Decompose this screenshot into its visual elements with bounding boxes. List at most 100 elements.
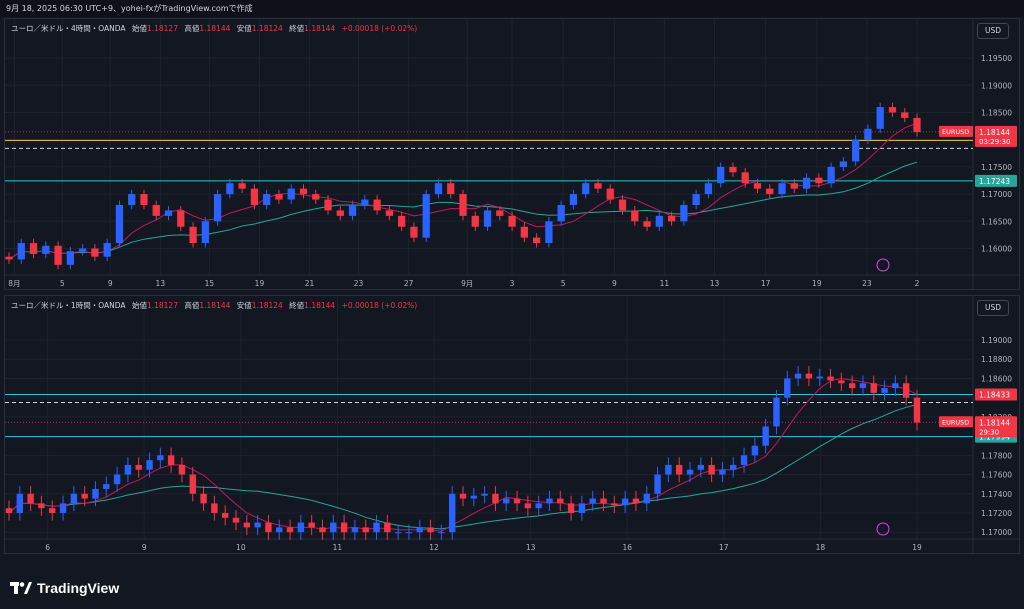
candle-body	[336, 210, 344, 216]
candle-body	[839, 161, 848, 167]
candle-body	[177, 210, 185, 227]
candle-body	[29, 243, 38, 254]
time-tick-label: 27	[404, 279, 414, 288]
candle-body	[913, 397, 921, 423]
candle-body	[5, 508, 13, 513]
time-tick-label: 11	[660, 279, 670, 288]
time-tick-label: 13	[710, 279, 720, 288]
open-value: 1.18127	[146, 301, 178, 310]
candle-body	[913, 117, 921, 133]
candle-body	[59, 503, 67, 513]
candle-body	[545, 221, 553, 244]
candle-body	[816, 376, 823, 379]
ohlc-legend: ユーロ／米ドル・4時間・OANDA 始値1.18127 高値1.18144 安値…	[11, 24, 418, 33]
candle-body	[103, 243, 111, 257]
candle-body	[594, 183, 602, 189]
price-tick-label: 1.17200	[981, 509, 1012, 518]
candle-body	[124, 464, 132, 475]
candle-body	[243, 522, 251, 528]
candle-body	[675, 464, 683, 475]
price-tick-label: 1.18500	[981, 108, 1012, 117]
candle-body	[778, 183, 786, 195]
candle-body	[692, 194, 700, 205]
bar-countdown-label: 03:29:30	[979, 138, 1010, 146]
candle-body	[729, 166, 737, 173]
high-value: 1.18144	[199, 301, 231, 310]
time-tick-label: 15	[205, 279, 215, 288]
candle-body	[503, 498, 510, 504]
candle-body	[888, 107, 897, 113]
time-tick-label: 10	[236, 543, 246, 552]
candle-body	[398, 215, 406, 227]
candle-body	[448, 493, 456, 533]
price-tick-label: 1.16500	[981, 217, 1012, 226]
candle-body	[751, 445, 759, 456]
chart-pane-4h[interactable]: ユーロ／米ドル・4時間・OANDA 始値1.18127 高値1.18144 安値…	[4, 18, 1020, 290]
candle-body	[654, 474, 661, 494]
candle-body	[557, 204, 565, 222]
time-tick-label: 16	[622, 543, 632, 552]
symbol-badge-label: EURUSD	[942, 128, 969, 136]
candle-body	[686, 469, 694, 475]
time-tick-label: 2	[915, 279, 920, 288]
candle-body	[91, 248, 99, 257]
candle-body	[520, 226, 528, 238]
candle-body	[287, 188, 295, 200]
candle-body	[416, 527, 423, 533]
time-tick-label: 21	[305, 279, 315, 288]
candle-body	[42, 245, 50, 254]
candle-body	[319, 527, 326, 533]
candle-body	[232, 517, 240, 523]
price-chart-4h[interactable]: 1.195001.190001.185001.180001.175001.170…	[5, 19, 1020, 290]
candle-body	[870, 383, 877, 393]
candle-body	[827, 376, 834, 381]
current-price-badge	[975, 416, 1017, 438]
level-price-badge	[975, 174, 1017, 187]
candle-body	[697, 464, 705, 470]
currency-button[interactable]: USD	[977, 23, 1009, 39]
candle-body	[730, 464, 737, 470]
candle-body	[27, 493, 34, 504]
tradingview-logo[interactable]: TradingView	[10, 580, 119, 596]
current-price-badge	[975, 125, 1017, 147]
chart-header-caption: 9月 18, 2025 06:30 UTC+9、yohei-fxがTrading…	[0, 0, 1024, 17]
candle-body	[265, 522, 272, 533]
price-tick-label: 1.17800	[981, 451, 1012, 460]
candle-body	[410, 226, 418, 238]
candle-body	[827, 166, 835, 184]
candle-body	[422, 194, 430, 238]
price-chart-1h[interactable]: 1.190001.188001.186001.184001.182001.180…	[5, 296, 1020, 554]
candle-body	[496, 210, 504, 216]
ohlc-legend: ユーロ／米ドル・1時間・OANDA 始値1.18127 高値1.18144 安値…	[11, 301, 418, 310]
candle-body	[394, 532, 402, 534]
change-value: +0.00018 (+0.02%)	[341, 24, 418, 33]
price-tick-label: 1.17400	[981, 490, 1012, 499]
candle-body	[254, 522, 261, 528]
time-tick-label: 3	[510, 279, 515, 288]
time-tick-label: 9	[612, 279, 617, 288]
candle-body	[113, 474, 121, 485]
candle-body	[838, 380, 845, 384]
candle-body	[70, 493, 78, 504]
candle-body	[582, 183, 590, 195]
candle-body	[621, 498, 629, 506]
candle-body	[852, 139, 860, 162]
brand-name: TradingView	[37, 580, 120, 596]
candle-body	[471, 215, 479, 227]
price-tick-label: 1.19500	[981, 54, 1012, 63]
candle-body	[859, 383, 867, 389]
candle-body	[178, 464, 186, 475]
currency-button[interactable]: USD	[977, 300, 1009, 316]
candle-body	[784, 378, 791, 398]
candle-body	[766, 188, 774, 195]
candle-body	[92, 488, 99, 499]
candle-body	[680, 204, 688, 222]
close-value: 1.18144	[304, 24, 336, 33]
time-tick-label: 17	[761, 279, 771, 288]
candle-body	[81, 493, 88, 499]
candle-body	[103, 484, 110, 489]
candle-body	[275, 194, 283, 200]
chart-pane-1h[interactable]: ユーロ／米ドル・1時間・OANDA 始値1.18127 高値1.18144 安値…	[4, 295, 1020, 554]
candle-body	[643, 221, 651, 227]
candle-body	[740, 455, 748, 465]
